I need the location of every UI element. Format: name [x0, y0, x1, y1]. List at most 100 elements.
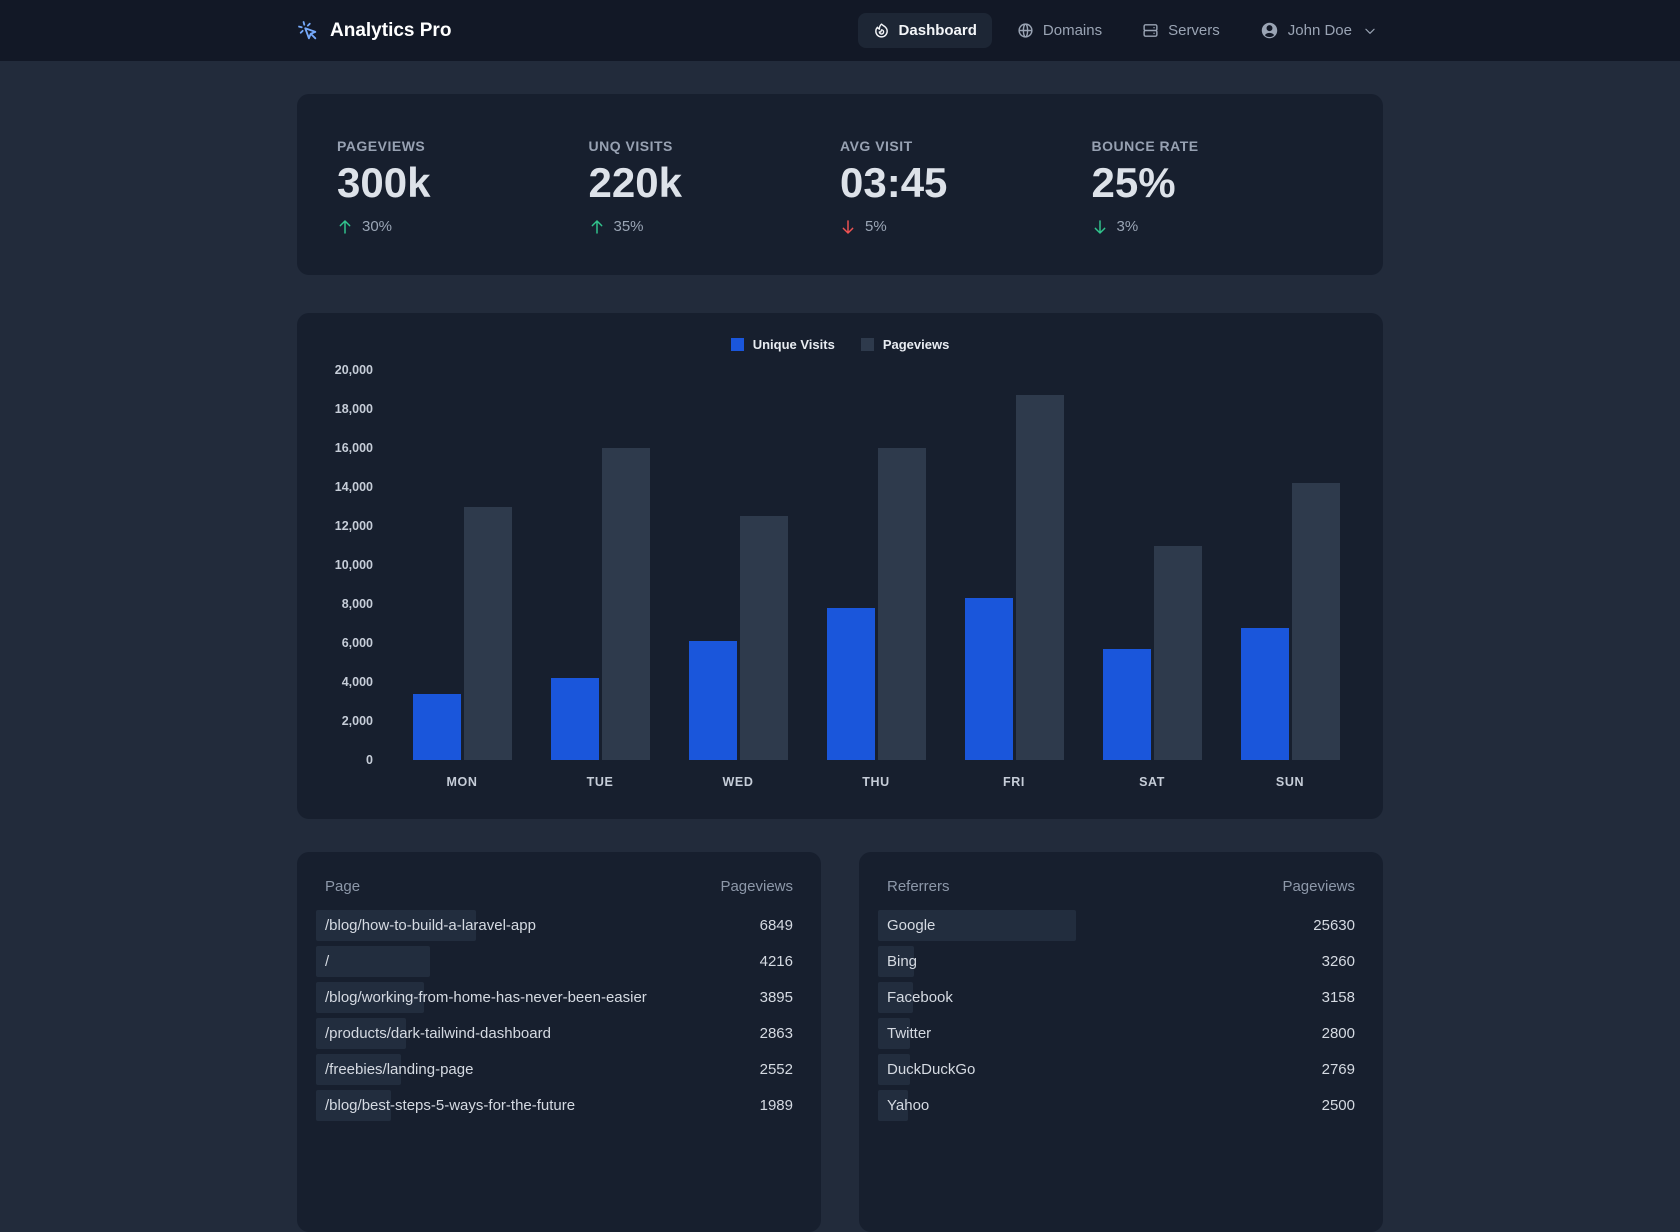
stat-delta: 30% — [337, 218, 589, 235]
row-label: /products/dark-tailwind-dashboard — [325, 1025, 551, 1043]
stat-value: 300k — [337, 159, 431, 206]
y-tick-label: 18,000 — [334, 402, 373, 417]
row-label: DuckDuckGo — [887, 1061, 976, 1079]
stat-value: 25% — [1091, 159, 1176, 206]
y-tick-label: 16,000 — [334, 441, 373, 456]
bar-unique-visits[interactable] — [1240, 627, 1289, 761]
bars — [1102, 370, 1202, 761]
row-value: 3895 — [759, 989, 793, 1007]
row-value: 1989 — [759, 1097, 793, 1115]
row-label: /blog/how-to-build-a-laravel-app — [325, 917, 536, 935]
bar-pageviews[interactable] — [601, 448, 650, 761]
top-navbar: Analytics Pro Dashboard Domains — [0, 0, 1680, 61]
bar-unique-visits[interactable] — [412, 693, 461, 761]
stat-delta: 35% — [589, 218, 841, 235]
legend-swatch-unique-visits — [730, 338, 744, 352]
row-value: 2800 — [1321, 1025, 1355, 1043]
table-row[interactable]: /blog/how-to-build-a-laravel-app 6849 — [316, 909, 793, 942]
arrow-down-icon — [1094, 219, 1105, 234]
stat-bounce-rate: BOUNCE RATE 25% 3% — [1092, 138, 1344, 235]
y-tick-label: 8,000 — [341, 597, 373, 612]
stat-label: AVG VISIT — [840, 138, 913, 154]
arrow-up-icon — [339, 219, 351, 234]
table-row[interactable]: Bing 3260 — [878, 945, 1355, 978]
flame-icon — [873, 22, 890, 39]
column-header-pageviews: Pageviews — [720, 878, 793, 896]
bar-unique-visits[interactable] — [964, 598, 1013, 761]
row-highlight-bar — [316, 982, 424, 1014]
legend-unique-visits[interactable]: Unique Visits — [730, 337, 835, 352]
bar-pageviews[interactable] — [1015, 395, 1064, 761]
x-axis-label: WED — [722, 775, 754, 790]
row-highlight-bar — [878, 910, 1076, 942]
table-row[interactable]: DuckDuckGo 2769 — [878, 1053, 1355, 1086]
row-highlight-bar — [316, 1018, 406, 1050]
app-title: Analytics Pro — [330, 19, 452, 41]
y-tick-label: 10,000 — [334, 558, 373, 573]
table-row[interactable]: /blog/working-from-home-has-never-been-e… — [316, 981, 793, 1014]
chart-legend: Unique Visits Pageviews — [321, 337, 1359, 352]
bar-unique-visits[interactable] — [550, 678, 599, 761]
table-row[interactable]: Twitter 2800 — [878, 1017, 1355, 1050]
row-value: 3158 — [1321, 989, 1355, 1007]
stat-label: PAGEVIEWS — [337, 138, 426, 154]
chevron-down-icon — [1363, 24, 1377, 38]
bar-unique-visits[interactable] — [826, 608, 875, 761]
table-header: Page Pageviews — [325, 878, 793, 909]
bar-unique-visits[interactable] — [1102, 648, 1151, 761]
bar-pageviews[interactable] — [463, 506, 512, 761]
table-row[interactable]: Facebook 3158 — [878, 981, 1355, 1014]
row-label: Twitter — [887, 1025, 932, 1043]
referrers-card: Referrers Pageviews Google 25630 Bing 3260 F… — [859, 852, 1383, 1232]
user-name: John Doe — [1287, 22, 1352, 39]
user-menu[interactable]: John Doe — [1245, 12, 1383, 49]
table-row[interactable]: Google 25630 — [878, 909, 1355, 942]
nav-item-domains[interactable]: Domains — [1002, 13, 1117, 48]
bar-unique-visits[interactable] — [688, 641, 737, 761]
table-row[interactable]: /freebies/landing-page 2552 — [316, 1053, 793, 1086]
server-icon — [1142, 22, 1159, 39]
table-header: Referrers Pageviews — [887, 878, 1355, 909]
row-highlight-bar — [878, 946, 914, 978]
bar-pageviews[interactable] — [877, 448, 926, 761]
stat-value: 03:45 — [840, 159, 948, 206]
bars — [688, 370, 788, 761]
bar-pageviews[interactable] — [1291, 483, 1340, 761]
x-axis-label: FRI — [1003, 775, 1025, 790]
nav-item-dashboard[interactable]: Dashboard — [857, 13, 992, 48]
nav-item-servers[interactable]: Servers — [1127, 13, 1235, 48]
table-row[interactable]: /blog/best-steps-5-ways-for-the-future 19… — [316, 1089, 793, 1122]
row-label: / — [325, 953, 330, 971]
row-highlight-bar — [878, 982, 913, 1014]
column-header-referrers: Referrers — [887, 878, 950, 896]
legend-pageviews[interactable]: Pageviews — [860, 337, 949, 352]
table-row[interactable]: Yahoo 2500 — [878, 1089, 1355, 1122]
stat-value: 220k — [588, 159, 682, 206]
table-row[interactable]: /products/dark-tailwind-dashboard 2863 — [316, 1017, 793, 1050]
x-axis-label: SUN — [1275, 775, 1305, 790]
globe-icon — [1017, 22, 1034, 39]
bar-pageviews[interactable] — [1153, 545, 1202, 761]
x-axis-label: MON — [446, 775, 478, 790]
bar-group-mon: MON — [412, 370, 512, 790]
row-label: Google — [887, 917, 936, 935]
y-tick-label: 12,000 — [334, 519, 373, 534]
row-label: /freebies/landing-page — [325, 1061, 474, 1079]
bar-group-sun: SUN — [1240, 370, 1340, 790]
stat-delta: 5% — [840, 218, 1092, 235]
row-highlight-bar — [878, 1018, 910, 1050]
y-tick-label: 2,000 — [341, 714, 373, 729]
pages-table: /blog/how-to-build-a-laravel-app 6849 / 421… — [316, 909, 793, 1122]
bars — [550, 370, 650, 761]
bar-pageviews[interactable] — [739, 516, 788, 761]
main-nav: Dashboard Domains Servers — [857, 12, 1383, 49]
bars — [412, 370, 512, 761]
app-logo[interactable]: Analytics Pro — [297, 20, 451, 42]
stat-pageviews: PAGEVIEWS 300k 30% — [337, 138, 589, 235]
plot-area: MON TUE WED THU FRI SAT SUN — [393, 370, 1359, 789]
x-axis-label: SAT — [1139, 775, 1165, 790]
bar-group-thu: THU — [826, 370, 926, 789]
table-row[interactable]: / 4216 — [316, 945, 793, 978]
stat-delta: 3% — [1092, 218, 1344, 235]
top-pages-card: Page Pageviews /blog/how-to-build-a-lara… — [297, 852, 821, 1232]
